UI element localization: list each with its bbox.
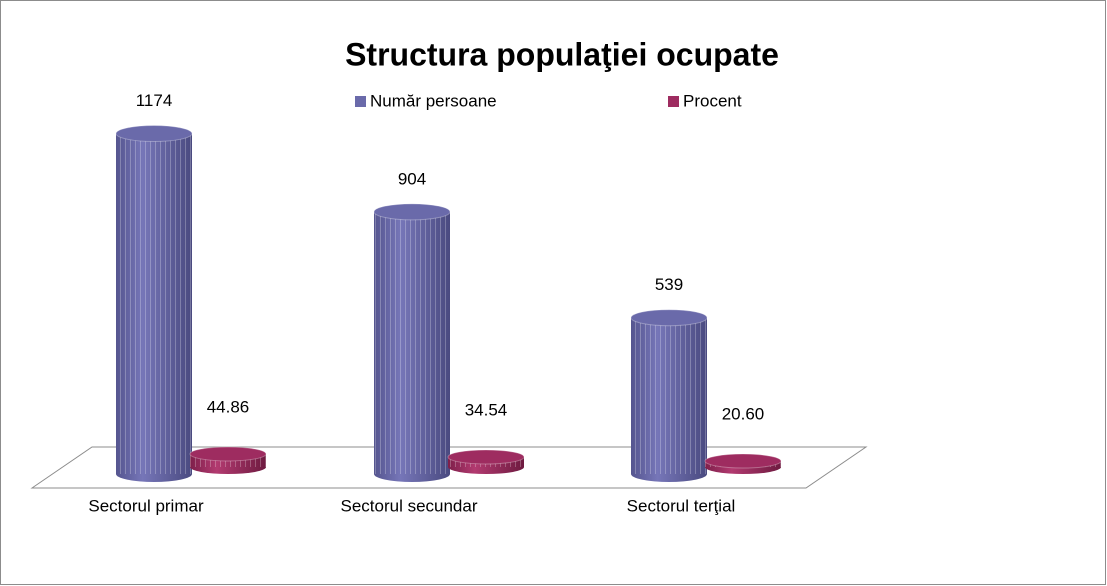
- x-tick-label: Sectorul terţial: [627, 496, 736, 515]
- x-tick-label: Sectorul primar: [88, 496, 204, 515]
- data-label: 20.60: [722, 405, 765, 424]
- bar-texture: [631, 317, 707, 474]
- cylinder-top: [704, 453, 782, 469]
- x-tick-label: Sectorul secundar: [340, 496, 477, 515]
- legend-swatch: [355, 96, 366, 107]
- legend-swatch: [668, 96, 679, 107]
- data-label: 34.54: [465, 400, 508, 419]
- data-label: 1174: [136, 91, 173, 110]
- cylinder-top: [373, 203, 451, 221]
- legend-label: Număr persoane: [370, 91, 497, 110]
- cylinder-top: [630, 309, 708, 327]
- cylinder-top: [189, 446, 267, 462]
- cylinder-top: [115, 125, 193, 143]
- data-label: 904: [398, 169, 426, 188]
- legend-label: Procent: [683, 91, 742, 110]
- data-label: 539: [655, 275, 683, 294]
- data-label: 44.86: [207, 397, 250, 416]
- bar-texture: [116, 133, 192, 475]
- bar-texture: [374, 211, 450, 474]
- chart-title: Structura populaţiei ocupate: [345, 36, 779, 72]
- cylinder-top: [447, 449, 525, 465]
